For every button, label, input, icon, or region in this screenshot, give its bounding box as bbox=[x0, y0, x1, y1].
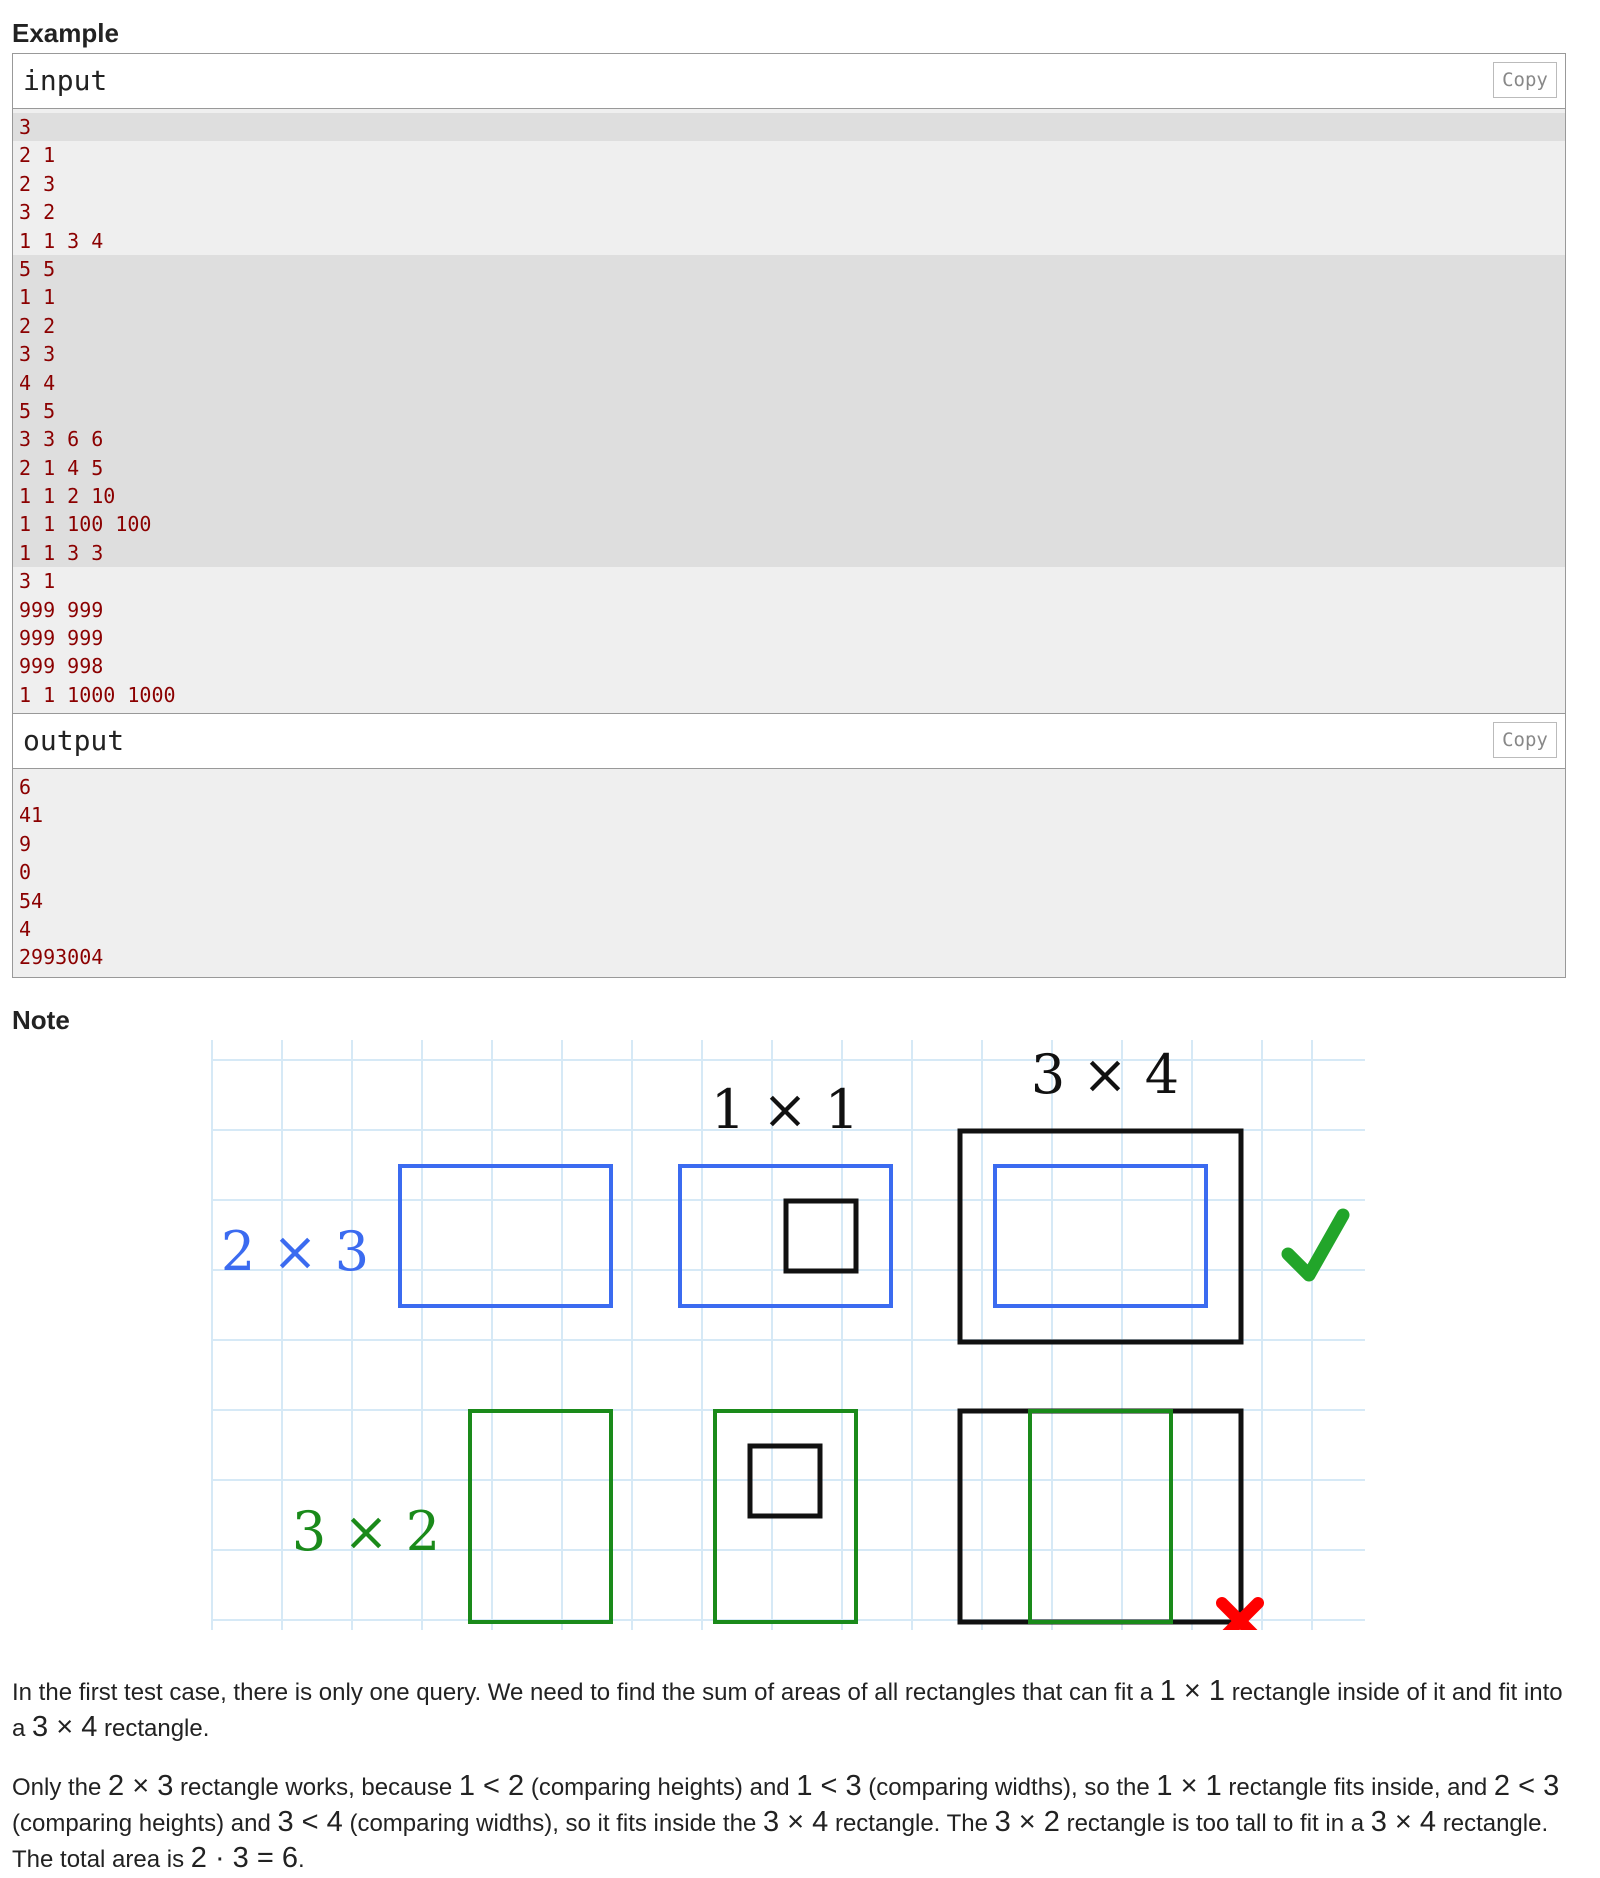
cross-icon bbox=[1216, 1597, 1264, 1630]
blue-rect-inside bbox=[993, 1164, 1208, 1308]
label-1x1: 1 × 1 bbox=[711, 1078, 859, 1141]
output-line: 4 bbox=[19, 916, 32, 941]
input-line: 1 1 3 4 bbox=[19, 228, 104, 253]
blue-rect-with-square bbox=[678, 1164, 893, 1308]
green-rect-alone bbox=[468, 1409, 613, 1624]
input-line: 999 999 bbox=[19, 626, 104, 651]
input-line: 2 2 bbox=[13, 311, 1565, 341]
note-heading: Note bbox=[12, 1005, 70, 1035]
input-line: 1 1 2 10 bbox=[13, 482, 1565, 511]
input-label: input bbox=[23, 64, 108, 97]
input-line: 5 5 bbox=[13, 254, 1565, 284]
black-rect-3x4-bottom bbox=[957, 1408, 1244, 1625]
input-line: 1 1 3 3 bbox=[13, 538, 1565, 568]
label-3x2: 3 × 2 bbox=[292, 1500, 440, 1563]
output-lines: 6 41 9 0 54 4 2993004 bbox=[13, 769, 1565, 976]
output-line: 6 bbox=[19, 775, 32, 799]
input-line: 3 1 bbox=[19, 569, 56, 594]
input-line: 3 2 bbox=[19, 200, 56, 225]
input-line: 1 1 1000 1000 bbox=[19, 682, 176, 707]
input-line: 3 bbox=[13, 113, 1565, 142]
input-line: 4 4 bbox=[13, 368, 1565, 397]
input-line: 999 998 bbox=[19, 654, 104, 679]
note-paragraph-2: Only the 2 × 3 rectangle works, because … bbox=[12, 1770, 1560, 1874]
input-line: 5 5 bbox=[13, 396, 1565, 426]
output-line: 0 bbox=[19, 860, 32, 885]
output-label: output bbox=[23, 724, 125, 757]
input-line: 2 1 4 5 bbox=[13, 453, 1565, 483]
green-rect-overflow bbox=[1028, 1409, 1173, 1624]
note-paragraph-1: In the first test case, there is only on… bbox=[12, 1675, 1563, 1743]
input-line: 3 3 6 6 bbox=[13, 425, 1565, 454]
input-line: 2 1 bbox=[19, 143, 56, 168]
input-line: 3 3 bbox=[13, 340, 1565, 369]
green-rect-with-square bbox=[713, 1409, 858, 1624]
small-square-bottom bbox=[747, 1443, 823, 1519]
output-header: output Copy bbox=[13, 714, 1565, 769]
copy-output-button[interactable]: Copy bbox=[1493, 722, 1557, 758]
input-line: 1 1 bbox=[13, 283, 1565, 312]
output-box: output Copy 6 41 9 0 54 4 2993004 bbox=[12, 713, 1566, 978]
grid bbox=[211, 1040, 1365, 1630]
label-2x3: 2 × 3 bbox=[221, 1220, 369, 1283]
output-line: 9 bbox=[19, 831, 32, 856]
output-line: 54 bbox=[19, 888, 44, 913]
input-header: input Copy bbox=[13, 54, 1565, 109]
example-heading: Example bbox=[12, 18, 119, 48]
copy-input-button[interactable]: Copy bbox=[1493, 62, 1557, 98]
blue-rect-alone bbox=[398, 1164, 613, 1308]
small-square-top bbox=[783, 1198, 859, 1274]
output-line: 2993004 bbox=[19, 945, 104, 970]
black-rect-3x4-top bbox=[957, 1128, 1244, 1345]
input-line: 999 999 bbox=[19, 597, 104, 622]
input-line: 1 1 100 100 bbox=[13, 510, 1565, 539]
input-line: 2 3 bbox=[19, 171, 56, 196]
output-line: 41 bbox=[19, 803, 44, 828]
label-3x4: 3 × 4 bbox=[1031, 1043, 1179, 1106]
check-icon bbox=[1281, 1208, 1350, 1282]
